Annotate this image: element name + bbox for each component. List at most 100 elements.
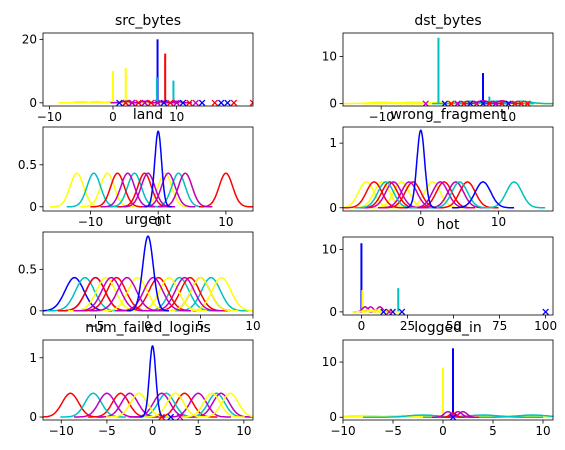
x-tick-label: 10 (535, 424, 550, 438)
series-line (115, 276, 191, 312)
plot-area (43, 235, 253, 312)
series-line (197, 392, 253, 418)
series-line (183, 276, 253, 312)
data-point-marker (422, 100, 429, 106)
data-point-marker (186, 99, 193, 106)
y-tick-label: 0 (29, 96, 37, 110)
data-point-marker (542, 308, 549, 315)
series-line (151, 172, 206, 208)
subplot-land: −10 0 10 0 0.5 land (18, 107, 254, 229)
series-line (198, 172, 253, 208)
data-point-marker (141, 99, 149, 106)
data-point-marker (460, 100, 468, 106)
data-point-marker (167, 99, 174, 106)
x-tick-label: 100 (534, 319, 557, 333)
x-tick-label: 0 (149, 424, 157, 438)
x-tick-label: 5 (194, 424, 202, 438)
series-line (404, 129, 437, 209)
data-point-marker (116, 99, 123, 106)
data-point-marker (467, 100, 474, 106)
series-line (43, 392, 104, 418)
x-tick-label: 0 (144, 319, 152, 333)
subplot-dst-bytes: −10 10 0 10 dst_bytes (322, 13, 554, 124)
y-tick-label: 0 (29, 304, 37, 318)
y-tick-label: 0 (329, 201, 337, 215)
series-line (428, 181, 491, 209)
y-tick-label: 10 (322, 50, 337, 64)
x-tick-label: 75 (492, 319, 507, 333)
y-tick-label: 0 (29, 410, 37, 424)
data-point-marker (505, 100, 512, 106)
series-line (117, 172, 172, 208)
x-tick-label: 10 (218, 215, 233, 229)
data-point-marker (217, 99, 225, 106)
data-point-marker (147, 99, 155, 106)
data-point-marker (492, 100, 499, 106)
x-tick-label: 10 (491, 215, 506, 229)
x-tick-label: −10 (37, 110, 62, 124)
y-tick-label: 10 (322, 242, 337, 256)
axes-frame (342, 32, 554, 107)
x-tick-label: 0 (109, 110, 117, 124)
y-tick-label: 10 (322, 355, 337, 369)
series-line (100, 172, 155, 208)
data-point-marker (158, 413, 165, 420)
x-tick-label: 0 (439, 424, 447, 438)
series-line (57, 276, 134, 312)
data-point-marker (524, 100, 531, 106)
x-tick-label: 10 (236, 424, 251, 438)
series-line (141, 172, 196, 208)
y-tick-label: 1 (329, 136, 337, 150)
data-point-marker (486, 100, 493, 106)
x-tick-label: 50 (446, 319, 461, 333)
series-line (161, 100, 193, 104)
x-tick-label: 10 (169, 110, 184, 124)
series-line (473, 414, 553, 418)
data-point-marker (479, 100, 487, 106)
data-point-marker (498, 100, 506, 106)
x-tick-label: 0 (154, 215, 162, 229)
data-point-marker (230, 99, 238, 106)
y-tick-label: 0 (329, 305, 337, 319)
data-point-marker (198, 99, 206, 106)
y-tick-label: 0 (29, 200, 37, 214)
x-tick-label: 25 (400, 319, 415, 333)
plot-area (58, 39, 253, 106)
data-point-marker (385, 308, 393, 315)
subplot-title: urgent (125, 212, 172, 228)
axes-frame (342, 126, 554, 212)
series-line (440, 412, 466, 418)
data-point-marker (154, 99, 161, 106)
y-tick-label: 0 (329, 97, 337, 111)
x-tick-label: −10 (78, 215, 103, 229)
axes-frame (42, 126, 254, 212)
data-point-marker (179, 99, 187, 106)
data-point-marker (135, 99, 142, 106)
series-line (343, 181, 406, 209)
series-line (139, 345, 166, 418)
plot-area (49, 130, 253, 208)
plot-area (351, 243, 549, 315)
data-point-marker (441, 100, 449, 106)
data-point-marker (192, 99, 199, 106)
series-line (146, 276, 223, 312)
series-line (144, 130, 173, 208)
y-tick-label: 0 (329, 410, 337, 424)
x-tick-label: −10 (369, 110, 394, 124)
axes-frame (42, 231, 254, 316)
plot-area (343, 129, 546, 209)
data-point-marker (473, 100, 480, 106)
plot-area (343, 348, 553, 420)
data-point-marker (447, 100, 455, 106)
x-tick-label: −5 (98, 424, 116, 438)
axes-frame (42, 32, 254, 107)
data-point-marker (128, 99, 136, 106)
axes-frame (342, 236, 554, 316)
data-point-marker (122, 99, 129, 106)
data-point-marker (449, 413, 457, 420)
data-point-marker (398, 308, 406, 315)
series-line (483, 181, 546, 209)
subplot-num-failed-logins: −10 −5 0 5 10 0 1 num_failed_logins (29, 320, 254, 438)
